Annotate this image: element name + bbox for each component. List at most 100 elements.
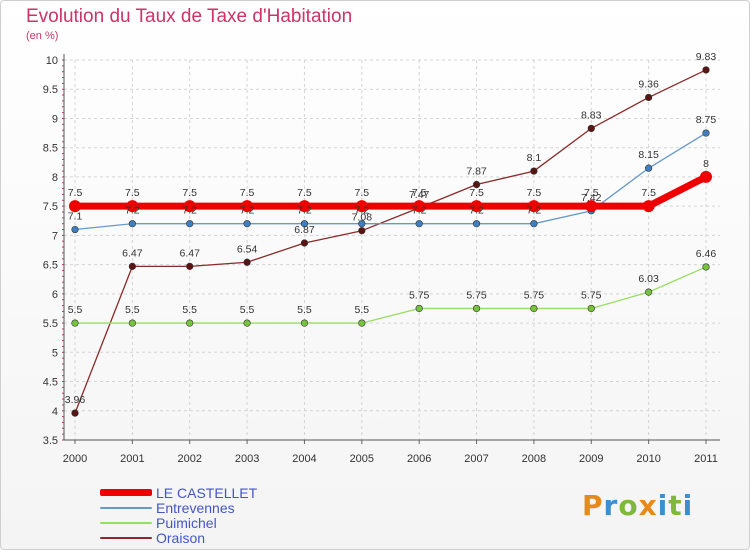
chart-legend: LE CASTELLET Entrevennes Puimichel Oraison [100, 484, 258, 546]
data-label-puimichel: 6.46 [696, 248, 717, 260]
data-label-oraison: 7.47 [409, 189, 430, 201]
data-point-entrevennes [300, 220, 309, 228]
data-point-oraison [587, 124, 595, 132]
legend-item-puimichel: Puimichel [100, 514, 257, 531]
data-label-entrevennes: 7.2 [240, 205, 255, 217]
data-label-entrevennes: 7.2 [297, 205, 312, 217]
legend-swatch [100, 521, 152, 524]
data-label-puimichel: 6.03 [638, 273, 659, 285]
x-tick-label: 2005 [350, 453, 374, 465]
data-point-puimichel [71, 319, 79, 327]
data-label-oraison: 6.54 [237, 243, 258, 255]
y-tick-label: 8 [52, 172, 58, 184]
y-tick-label: 3.5 [43, 435, 58, 447]
data-label-entrevennes: 7.2 [469, 205, 484, 217]
data-point-oraison [128, 262, 136, 270]
data-label-entrevennes: 7.2 [125, 205, 140, 217]
data-point-oraison [472, 180, 481, 189]
data-point-puimichel [587, 304, 595, 313]
data-point-le-castellet [126, 200, 139, 213]
data-label-puimichel: 5.75 [409, 289, 430, 301]
series-line-oraison [74, 69, 707, 414]
x-tick-label: 2002 [177, 453, 201, 465]
y-tick-label: 5 [52, 347, 58, 359]
data-label-oraison: 6.47 [180, 247, 201, 259]
data-label-le-castellet: 7.5 [240, 187, 255, 199]
x-tick-label: 2008 [522, 453, 546, 465]
data-label-oraison: 9.83 [696, 51, 717, 63]
data-label-oraison: 8.1 [527, 152, 542, 164]
data-point-le-castellet [470, 200, 483, 213]
data-label-oraison: 8.83 [581, 109, 602, 121]
logo-letter: o [618, 489, 639, 522]
data-point-le-castellet [413, 200, 426, 213]
legend-swatch [100, 536, 152, 539]
logo-letter: i [682, 489, 694, 522]
series-line-puimichel [74, 266, 707, 324]
data-point-le-castellet [241, 200, 254, 213]
data-point-puimichel [300, 319, 309, 327]
data-point-puimichel [645, 288, 653, 296]
data-label-oraison: 6.47 [122, 247, 143, 259]
data-point-oraison [702, 66, 710, 74]
legend-label: Puimichel [156, 514, 217, 531]
legend-label: Entrevennes [156, 499, 235, 516]
y-tick-label: 4.5 [43, 377, 58, 389]
data-label-puimichel: 5.5 [68, 304, 83, 316]
data-point-entrevennes [71, 225, 79, 234]
legend-label: LE CASTELLET [156, 484, 258, 501]
data-point-puimichel [472, 304, 481, 313]
y-tick-label: 8.5 [43, 143, 58, 155]
data-label-entrevennes: 7.2 [355, 205, 370, 217]
y-tick-label: 9.5 [43, 84, 58, 96]
data-point-entrevennes [530, 220, 538, 228]
chart-series [69, 66, 712, 417]
data-point-le-castellet [642, 200, 655, 213]
data-label-puimichel: 5.75 [466, 289, 487, 301]
y-tick-label: 5.5 [43, 318, 58, 330]
data-label-oraison: 7.08 [352, 212, 373, 224]
data-point-puimichel [358, 319, 366, 327]
logo-letter: x [638, 489, 658, 522]
data-label-entrevennes: 7.2 [182, 205, 197, 217]
x-tick-label: 2006 [407, 453, 431, 465]
data-label-le-castellet: 7.5 [412, 187, 427, 199]
x-tick-label: 2011 [694, 453, 718, 465]
data-label-le-castellet: 7.5 [469, 187, 484, 199]
x-tick-label: 2000 [63, 453, 87, 465]
data-point-oraison [243, 258, 251, 266]
logo-letter: P [582, 489, 604, 522]
series-line-le-castellet [71, 173, 710, 210]
x-tick-label: 2004 [292, 453, 316, 465]
data-point-oraison [358, 227, 366, 235]
legend-swatch [100, 506, 152, 509]
x-tick-label: 2007 [464, 453, 488, 465]
data-point-entrevennes [358, 220, 366, 228]
data-label-oraison: 3.96 [65, 394, 86, 406]
data-point-oraison [300, 239, 309, 247]
y-tick-label: 7 [52, 230, 58, 242]
legend-item-le-castellet: LE CASTELLET [100, 484, 258, 501]
data-label-entrevennes: 8.75 [696, 114, 717, 126]
data-label-le-castellet: 8 [703, 158, 709, 170]
x-tick-label: 2010 [636, 453, 660, 465]
data-point-oraison [71, 409, 79, 417]
data-label-puimichel: 5.5 [355, 304, 370, 316]
data-label-puimichel: 5.5 [125, 304, 140, 316]
data-point-entrevennes [415, 220, 423, 228]
data-point-le-castellet [69, 200, 81, 213]
legend-item-entrevennes: Entrevennes [100, 499, 257, 516]
y-tick-label: 4 [52, 406, 58, 418]
data-label-oraison: 9.36 [638, 78, 659, 90]
data-label-puimichel: 5.5 [297, 304, 312, 316]
data-label-puimichel: 5.75 [581, 289, 602, 301]
x-tick-label: 2009 [579, 453, 603, 465]
x-tick-label: 2003 [235, 453, 259, 465]
chart-axes: 3.5 4 4.5 5 5.5 6 6.5 7 7.5 8 8.5 9 9.5 10 2000 2001 200… [43, 54, 720, 465]
chart-title: Evolution du Taux de Taxe d'Habitation [26, 6, 353, 27]
data-point-le-castellet [527, 200, 540, 213]
data-point-oraison [186, 262, 194, 270]
logo-letter: t [668, 489, 683, 522]
y-tick-label: 6 [52, 289, 58, 301]
proxiti-logo: Proxiti [582, 489, 693, 522]
